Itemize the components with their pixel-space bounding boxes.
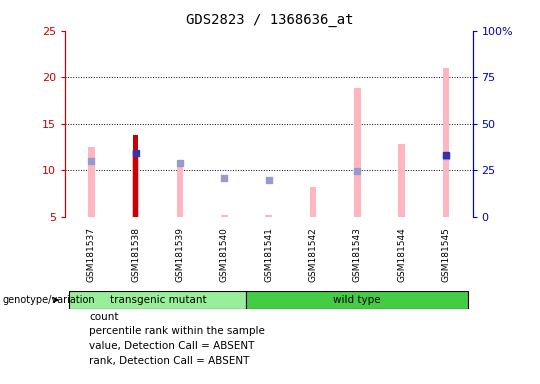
- Point: [265, 177, 273, 183]
- Text: rank, Detection Call = ABSENT: rank, Detection Call = ABSENT: [89, 356, 249, 366]
- Bar: [88, 147, 94, 217]
- Point: [176, 160, 184, 166]
- Point: [442, 152, 450, 158]
- Bar: [354, 88, 361, 217]
- Bar: [69, 291, 246, 309]
- Text: GSM181539: GSM181539: [176, 227, 185, 282]
- Text: GSM181544: GSM181544: [397, 227, 406, 282]
- Bar: [265, 215, 272, 217]
- Point: [353, 168, 362, 174]
- Text: value, Detection Call = ABSENT: value, Detection Call = ABSENT: [89, 341, 254, 351]
- Text: GSM181537: GSM181537: [87, 227, 96, 282]
- Bar: [221, 215, 228, 217]
- Text: GSM181541: GSM181541: [264, 227, 273, 282]
- Text: percentile rank within the sample: percentile rank within the sample: [89, 326, 265, 336]
- Text: GDS2823 / 1368636_at: GDS2823 / 1368636_at: [186, 13, 354, 27]
- Bar: [132, 150, 139, 217]
- Bar: [133, 135, 138, 217]
- Point: [131, 150, 140, 156]
- Bar: [177, 163, 184, 217]
- Text: GSM181545: GSM181545: [441, 227, 450, 282]
- Text: GSM181540: GSM181540: [220, 227, 229, 282]
- Text: GSM181543: GSM181543: [353, 227, 362, 282]
- Text: transgenic mutant: transgenic mutant: [110, 295, 206, 305]
- Text: GSM181538: GSM181538: [131, 227, 140, 282]
- Point: [87, 158, 96, 164]
- Text: genotype/variation: genotype/variation: [3, 295, 96, 305]
- Bar: [399, 144, 405, 217]
- Point: [442, 153, 450, 159]
- Text: count: count: [89, 312, 119, 322]
- Text: GSM181542: GSM181542: [308, 227, 318, 282]
- Bar: [246, 291, 468, 309]
- Bar: [443, 68, 449, 217]
- Point: [220, 175, 228, 181]
- Bar: [309, 187, 316, 217]
- Text: wild type: wild type: [334, 295, 381, 305]
